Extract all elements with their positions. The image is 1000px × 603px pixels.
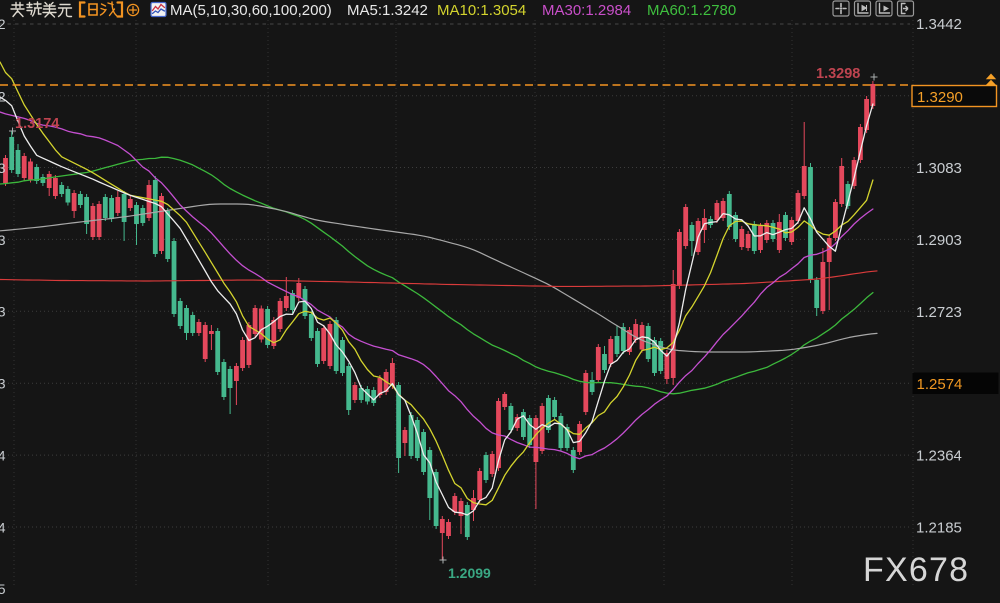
- svg-text:MA(5,10,30,60,100,200): MA(5,10,30,60,100,200): [170, 2, 332, 19]
- svg-text:FX678: FX678: [863, 551, 969, 589]
- svg-text:5: 5: [0, 581, 6, 597]
- svg-text:1.2099: 1.2099: [448, 565, 491, 581]
- svg-text:1.2903: 1.2903: [916, 232, 962, 249]
- svg-text:1.2574: 1.2574: [917, 376, 963, 393]
- svg-text:4: 4: [0, 520, 6, 536]
- svg-text:MA5:1.3242: MA5:1.3242: [347, 2, 428, 19]
- svg-text:1.2185: 1.2185: [916, 520, 962, 537]
- svg-text:1.3174: 1.3174: [15, 116, 59, 132]
- svg-text:MA30:1.2984: MA30:1.2984: [542, 2, 631, 19]
- svg-text:2: 2: [0, 16, 6, 32]
- svg-text:1.3442: 1.3442: [916, 16, 962, 33]
- svg-text:4: 4: [0, 448, 6, 464]
- svg-text:2: 2: [0, 88, 6, 104]
- svg-text:3: 3: [0, 304, 6, 320]
- svg-text:1.3083: 1.3083: [916, 160, 962, 177]
- svg-text:1.2723: 1.2723: [916, 304, 962, 321]
- svg-text:MA60:1.2780: MA60:1.2780: [647, 2, 736, 19]
- svg-text:1.2364: 1.2364: [916, 448, 962, 465]
- svg-text:3: 3: [0, 376, 6, 392]
- svg-text:3: 3: [0, 232, 6, 248]
- svg-text:1.3298: 1.3298: [816, 66, 860, 82]
- svg-text:1.3290: 1.3290: [917, 89, 963, 106]
- svg-text:MA10:1.3054: MA10:1.3054: [437, 2, 526, 19]
- svg-text:3: 3: [0, 160, 6, 176]
